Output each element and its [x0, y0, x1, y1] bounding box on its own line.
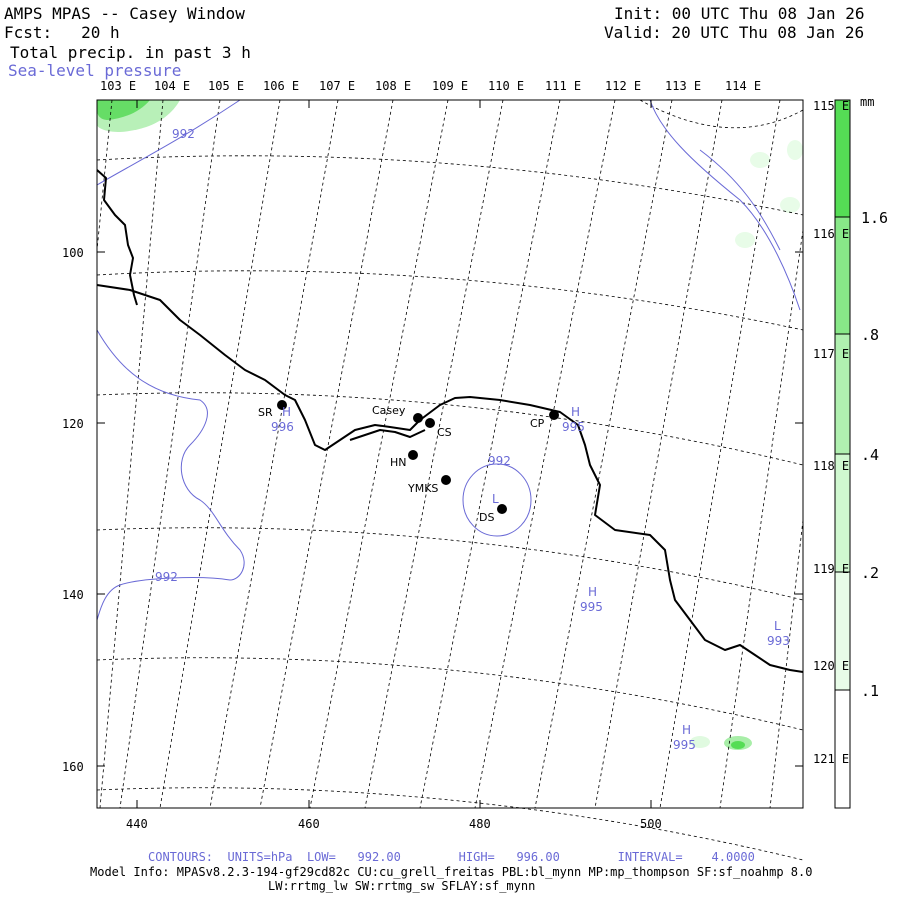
- pressure-labels: 992 992 992 996 995 995 993 995 H H L H …: [155, 127, 790, 752]
- svg-text:113 E: 113 E: [665, 79, 701, 93]
- stations: SR Casey CS HN YMKS DS CP: [258, 400, 559, 524]
- colorbar-band-6: [835, 690, 850, 808]
- station-label-casey: Casey: [372, 404, 406, 417]
- svg-text:115 E: 115 E: [813, 99, 849, 113]
- svg-text:117 E: 117 E: [813, 347, 849, 361]
- svg-text:108 E: 108 E: [375, 79, 411, 93]
- map-title: AMPS MPAS -- Casey Window: [4, 4, 245, 23]
- x-tick-460: 460: [298, 817, 320, 831]
- pressure-contours: [96, 99, 801, 621]
- station-dot-ymks[interactable]: [441, 475, 451, 485]
- valid-time: Valid: 20 UTC Thu 08 Jan 26: [604, 23, 865, 42]
- y-tick-140: 140: [62, 588, 84, 602]
- colorbar-band-5: [835, 572, 850, 690]
- field-name: Total precip. in past 3 h: [10, 43, 251, 62]
- forecast-hour: Fcst: 20 h: [4, 23, 120, 42]
- colorbar-band-3: [835, 334, 850, 454]
- station-dot-sr[interactable]: [277, 400, 287, 410]
- station-dot-cp[interactable]: [549, 410, 559, 420]
- x-axis: [136, 100, 652, 808]
- station-label-cp: CP: [530, 417, 545, 430]
- y-axis: [97, 251, 803, 767]
- pressure-label-995-s: 995: [580, 600, 603, 614]
- svg-text:106 E: 106 E: [263, 79, 299, 93]
- pressure-center-h-sr: H: [282, 405, 291, 419]
- map-frame: [96, 99, 804, 809]
- contour-info: CONTOURS: UNITS=hPa LOW= 992.00 HIGH= 99…: [148, 850, 755, 864]
- colorbar-label-1-6: 1.6: [861, 209, 888, 227]
- colorbar-unit: mm: [860, 95, 874, 109]
- pressure-center-h-cp: H: [571, 405, 580, 419]
- x-tick-500: 500: [640, 817, 662, 831]
- svg-text:119 E: 119 E: [813, 562, 849, 576]
- coastline: [96, 169, 804, 673]
- svg-text:120 E: 120 E: [813, 659, 849, 673]
- colorbar-label-0-2: .2: [861, 564, 879, 582]
- pressure-center-h-s: H: [588, 585, 597, 599]
- right-longitude-labels: 115 E 116 E 117 E 118 E 119 E 120 E 121 …: [813, 99, 849, 766]
- station-label-cs: CS: [437, 426, 452, 439]
- svg-text:118 E: 118 E: [813, 459, 849, 473]
- y-tick-120: 120: [62, 417, 84, 431]
- station-dot-casey[interactable]: [413, 413, 423, 423]
- x-tick-480: 480: [469, 817, 491, 831]
- station-dot-ds[interactable]: [497, 504, 507, 514]
- y-tick-160: 160: [62, 760, 84, 774]
- pressure-center-l-se: L: [774, 619, 781, 633]
- pressure-label-996: 996: [271, 420, 294, 434]
- colorbar-label-0-8: .8: [861, 326, 879, 344]
- svg-text:121 E: 121 E: [813, 752, 849, 766]
- svg-text:112 E: 112 E: [605, 79, 641, 93]
- pressure-center-l-ds: L: [492, 492, 499, 506]
- model-info: Model Info: MPASv8.2.3-194-gf29cd82c CU:…: [90, 865, 813, 879]
- station-label-ymks: YMKS: [407, 482, 438, 495]
- pressure-label-992-sw: 992: [155, 570, 178, 584]
- colorbar-band-1: [835, 100, 850, 217]
- station-label-sr: SR: [258, 406, 273, 419]
- svg-text:111 E: 111 E: [545, 79, 581, 93]
- pressure-center-h-se: H: [682, 723, 691, 737]
- model-info-2: LW:rrtmg_lw SW:rrtmg_sw SFLAY:sf_mynn: [268, 879, 536, 893]
- colorbar-label-0-1: .1: [861, 682, 879, 700]
- pressure-label-995-se: 995: [673, 738, 696, 752]
- svg-text:110 E: 110 E: [488, 79, 524, 93]
- pressure-label-992-nw: 992: [172, 127, 195, 141]
- svg-text:114 E: 114 E: [725, 79, 761, 93]
- top-longitude-labels: 103 E 104 E 105 E 106 E 107 E 108 E 109 …: [100, 79, 761, 93]
- pressure-label-992-ds: 992: [488, 454, 511, 468]
- precip-shading: [97, 100, 803, 750]
- colorbar: mm 1.6 .8 .4 .2 .1: [834, 95, 888, 809]
- station-dot-cs[interactable]: [425, 418, 435, 428]
- colorbar-label-0-4: .4: [861, 446, 879, 464]
- svg-text:107 E: 107 E: [319, 79, 355, 93]
- colorbar-band-2: [835, 217, 850, 334]
- station-label-ds: DS: [479, 511, 494, 524]
- station-dot-hn[interactable]: [408, 450, 418, 460]
- x-tick-440: 440: [126, 817, 148, 831]
- colorbar-band-4: [835, 454, 850, 572]
- y-tick-100: 100: [62, 246, 84, 260]
- svg-text:105 E: 105 E: [208, 79, 244, 93]
- svg-text:103 E: 103 E: [100, 79, 136, 93]
- pressure-label-993: 993: [767, 634, 790, 648]
- graticule: [96, 99, 804, 861]
- svg-text:109 E: 109 E: [432, 79, 468, 93]
- pressure-label-995-cp: 995: [562, 420, 585, 434]
- init-time: Init: 00 UTC Thu 08 Jan 26: [614, 4, 865, 23]
- svg-text:104 E: 104 E: [154, 79, 190, 93]
- svg-text:116 E: 116 E: [813, 227, 849, 241]
- station-label-hn: HN: [390, 456, 407, 469]
- overlay-name: Sea-level pressure: [8, 61, 182, 80]
